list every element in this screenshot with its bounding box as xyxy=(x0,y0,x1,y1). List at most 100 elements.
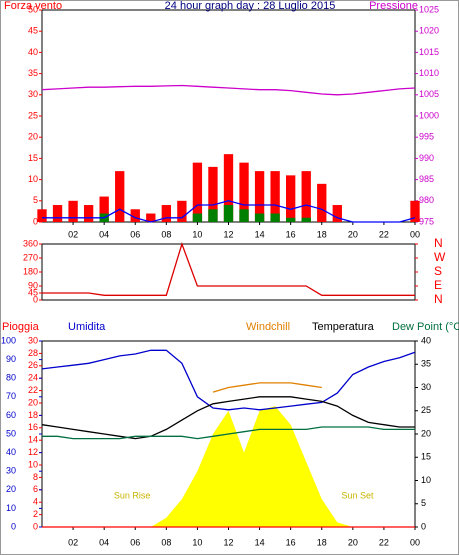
y-tick-label: 990 xyxy=(419,153,434,163)
bar xyxy=(332,205,342,222)
x-tick-label: 08 xyxy=(161,229,171,239)
bar xyxy=(192,213,203,222)
y-tick-label: E xyxy=(434,278,442,292)
y-tick-label: 80 xyxy=(6,373,16,383)
x-tick-label: 16 xyxy=(286,229,296,239)
x-tick-label: 12 xyxy=(223,537,233,547)
y-tick-label: 1000 xyxy=(419,110,439,120)
x-tick-label: 20 xyxy=(348,229,358,239)
bar xyxy=(37,209,47,222)
bar xyxy=(317,183,327,222)
x-tick-label: 14 xyxy=(255,229,265,239)
y-tick-label: 1025 xyxy=(419,4,439,14)
y-tick-label: 30 xyxy=(28,335,38,345)
y-tick-label: 2 xyxy=(33,509,38,519)
y-tick-label: 5 xyxy=(421,498,426,508)
bar xyxy=(410,200,420,222)
y-tick-label: 10 xyxy=(28,459,38,469)
y-tick-label: 90 xyxy=(28,280,38,290)
y-tick-label: 10 xyxy=(28,174,38,184)
y-tick-label: 6 xyxy=(33,484,38,494)
x-tick-label: 00 xyxy=(410,537,420,547)
y-tick-label: 20 xyxy=(6,484,16,494)
bar xyxy=(52,205,63,222)
line xyxy=(42,426,415,440)
y-tick-label: 25 xyxy=(28,110,38,120)
x-tick-label: 20 xyxy=(348,537,358,547)
bar xyxy=(301,171,311,222)
y-tick-label: 15 xyxy=(421,452,431,462)
y-tick-label: 15 xyxy=(28,153,38,163)
y-tick-label: 10 xyxy=(421,475,431,485)
y-tick-label: 30 xyxy=(421,382,431,392)
x-tick-label: 10 xyxy=(192,537,202,547)
y-tick-label: 5 xyxy=(33,195,38,205)
y-tick-label: 40 xyxy=(6,447,16,457)
bar xyxy=(286,217,296,222)
axis-title: Umidita xyxy=(68,321,106,333)
x-tick-label: 06 xyxy=(130,229,140,239)
y-tick-label: 0 xyxy=(33,521,38,531)
area xyxy=(42,406,415,527)
y-tick-label: 4 xyxy=(33,497,38,507)
bar xyxy=(239,162,249,222)
y-tick-label: 20 xyxy=(421,428,431,438)
bar xyxy=(177,200,187,222)
x-tick-label: 04 xyxy=(99,229,109,239)
bar xyxy=(254,171,265,222)
x-tick-label: 04 xyxy=(99,537,109,547)
y-tick-label: 100 xyxy=(1,335,16,345)
bar xyxy=(130,209,140,222)
y-tick-label: 14 xyxy=(28,435,38,445)
y-tick-label: 20 xyxy=(28,397,38,407)
x-tick-label: 14 xyxy=(255,537,265,547)
line xyxy=(212,382,322,393)
y-tick-label: W xyxy=(434,250,446,264)
bar xyxy=(99,196,109,222)
y-tick-label: 0 xyxy=(11,521,16,531)
y-tick-label: 70 xyxy=(6,391,16,401)
y-tick-label: S xyxy=(434,264,442,278)
y-tick-label: 1005 xyxy=(419,89,439,99)
y-tick-label: N xyxy=(434,292,443,306)
y-tick-label: 360 xyxy=(23,238,38,248)
y-tick-label: 35 xyxy=(421,359,431,369)
y-tick-label: 28 xyxy=(28,348,38,358)
y-tick-label: 8 xyxy=(33,472,38,482)
y-tick-label: 20 xyxy=(28,132,38,142)
y-tick-label: 30 xyxy=(28,89,38,99)
y-tick-label: 30 xyxy=(6,466,16,476)
y-tick-label: 40 xyxy=(28,47,38,57)
x-tick-label: 08 xyxy=(161,537,171,547)
bar xyxy=(223,205,234,222)
axis-title: Pressione xyxy=(369,0,418,12)
line xyxy=(41,396,415,440)
y-tick-label: 26 xyxy=(28,360,38,370)
y-tick-label: 18 xyxy=(28,410,38,420)
bar xyxy=(68,200,78,222)
bar xyxy=(146,213,156,222)
axis-title: Pioggia xyxy=(2,321,40,333)
y-tick-label: 270 xyxy=(23,252,38,262)
legend-entry: Temperatura xyxy=(312,321,375,333)
y-tick-label: 1015 xyxy=(419,47,439,57)
bar xyxy=(286,175,296,222)
bar xyxy=(161,205,171,222)
legend-entry: Dew Point (°C xyxy=(392,321,459,333)
y-tick-label: 60 xyxy=(6,410,16,420)
y-tick-label: 35 xyxy=(28,68,38,78)
annotation: Sun Rise xyxy=(114,490,151,500)
bar xyxy=(223,154,234,222)
x-tick-label: 22 xyxy=(379,229,389,239)
y-tick-label: 980 xyxy=(419,195,434,205)
y-tick-label: 0 xyxy=(33,294,38,304)
y-tick-label: 50 xyxy=(6,428,16,438)
line xyxy=(41,84,416,96)
y-tick-label: 25 xyxy=(421,405,431,415)
y-tick-label: 995 xyxy=(419,132,434,142)
bar xyxy=(83,205,94,222)
line xyxy=(42,241,415,296)
y-tick-label: 24 xyxy=(28,373,38,383)
bar xyxy=(270,213,280,222)
